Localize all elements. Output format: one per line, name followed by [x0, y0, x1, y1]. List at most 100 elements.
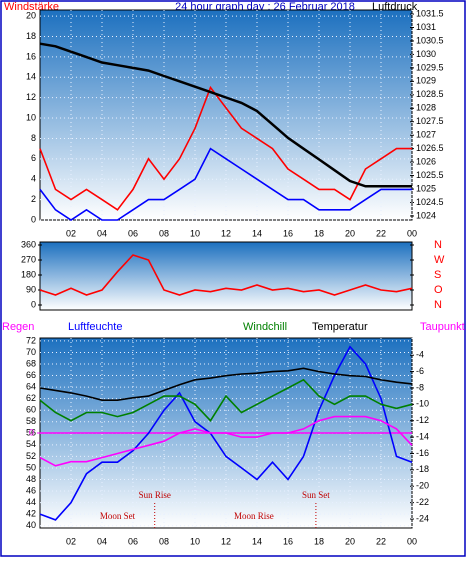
y-tick-label: 66 — [26, 370, 36, 380]
x-tick-label: 02 — [66, 228, 76, 238]
legend-label: Taupunkt — [420, 321, 465, 333]
series-line — [39, 254, 413, 296]
y2-tick-label: 1025.5 — [416, 170, 444, 180]
y-tick-label: 4 — [31, 174, 36, 184]
annotation: Sun Rise — [139, 490, 171, 500]
x-tick-label: 22 — [376, 228, 386, 238]
y-tick-label: 60 — [26, 405, 36, 415]
y2-tick-label: -18 — [416, 464, 429, 474]
y-tick-label: 64 — [26, 381, 36, 391]
y-tick-label: 360 — [21, 239, 36, 249]
series-line — [39, 85, 412, 211]
y2-tick-label: 1027.5 — [416, 116, 444, 126]
y-tick-label: 56 — [26, 428, 36, 438]
x-tick-label: 02 — [66, 536, 76, 546]
y2-tick-label: -20 — [416, 481, 429, 491]
y2-tick-label: -8 — [416, 382, 424, 392]
y2-tick-label: O — [434, 284, 443, 296]
y2-tick-label: 1024 — [416, 210, 436, 220]
y-tick-label: 18 — [26, 31, 36, 41]
legend-label: Temperatur — [312, 321, 368, 333]
y2-tick-label: S — [434, 269, 441, 281]
y-tick-label: 58 — [26, 416, 36, 426]
y2-tick-label: W — [434, 254, 445, 266]
y-tick-label: 42 — [26, 509, 36, 519]
series-line — [39, 415, 413, 467]
y2-tick-label: 1029 — [416, 76, 436, 86]
y-tick-label: 68 — [26, 358, 36, 368]
y2-tick-label: -4 — [416, 350, 424, 360]
y-tick-label: 70 — [26, 347, 36, 357]
x-tick-label: 06 — [128, 228, 138, 238]
x-tick-label: 08 — [159, 228, 169, 238]
x-tick-label: 16 — [283, 536, 293, 546]
y2-tick-label: -22 — [416, 497, 429, 507]
y-tick-label: 8 — [31, 133, 36, 143]
y2-tick-label: -16 — [416, 448, 429, 458]
y2-tick-label: 1031 — [416, 22, 436, 32]
y2-tick-label: -10 — [416, 399, 429, 409]
x-tick-label: 12 — [221, 228, 231, 238]
y-tick-label: 20 — [26, 10, 36, 20]
y-tick-label: 48 — [26, 474, 36, 484]
y-tick-label: 10 — [26, 112, 36, 122]
series-line — [39, 147, 412, 221]
y-tick-label: 0 — [31, 214, 36, 224]
y-tick-label: 62 — [26, 393, 36, 403]
x-tick-label: 18 — [314, 536, 324, 546]
y-tick-label: 6 — [31, 153, 36, 163]
y2-tick-label: N — [434, 299, 442, 311]
annotation: Moon Set — [100, 511, 136, 521]
x-tick-label: 00 — [407, 536, 417, 546]
series-line — [39, 378, 413, 422]
y-tick-label: 72 — [26, 335, 36, 345]
y-tick-label: 44 — [26, 497, 36, 507]
legend-label: Regen — [2, 321, 34, 333]
y-tick-label: 16 — [26, 51, 36, 61]
x-tick-label: 20 — [345, 228, 355, 238]
y2-tick-label: 1027 — [416, 130, 436, 140]
y2-tick-label: 1031.5 — [416, 8, 444, 18]
y2-tick-label: 1030.5 — [416, 35, 444, 45]
x-tick-label: 00 — [407, 228, 417, 238]
x-tick-label: 04 — [97, 228, 107, 238]
series-line — [39, 42, 412, 188]
y2-tick-label: 1029.5 — [416, 62, 444, 72]
y-tick-label: 0 — [31, 299, 36, 309]
y-tick-label: 52 — [26, 451, 36, 461]
x-tick-label: 20 — [345, 536, 355, 546]
y2-tick-label: 1028.5 — [416, 89, 444, 99]
y-tick-label: 180 — [21, 269, 36, 279]
series-line — [39, 367, 413, 401]
x-tick-label: 14 — [252, 228, 262, 238]
y2-tick-label: -24 — [416, 513, 429, 523]
y2-tick-label: 1030 — [416, 49, 436, 59]
y-tick-label: 50 — [26, 462, 36, 472]
series-line — [39, 345, 413, 521]
plot-area — [39, 241, 413, 311]
x-tick-label: 06 — [128, 536, 138, 546]
y2-tick-label: -6 — [416, 366, 424, 376]
x-tick-label: 12 — [221, 536, 231, 546]
x-tick-label: 14 — [252, 536, 262, 546]
x-tick-label: 22 — [376, 536, 386, 546]
annotation: Moon Rise — [234, 511, 274, 521]
y-tick-label: 2 — [31, 194, 36, 204]
legend-label: Windchill — [243, 321, 287, 333]
y-tick-label: 12 — [26, 92, 36, 102]
legend-label: Luftfeuchte — [68, 321, 122, 333]
y-tick-label: 54 — [26, 439, 36, 449]
y-tick-label: 46 — [26, 485, 36, 495]
y2-tick-label: 1025 — [416, 183, 436, 193]
y-tick-label: 90 — [26, 284, 36, 294]
y2-tick-label: N — [434, 239, 442, 251]
y-tick-label: 14 — [26, 72, 36, 82]
y2-tick-label: 1026.5 — [416, 143, 444, 153]
y2-tick-label: 1024.5 — [416, 197, 444, 207]
x-tick-label: 10 — [190, 536, 200, 546]
y2-tick-label: -14 — [416, 431, 429, 441]
x-tick-label: 04 — [97, 536, 107, 546]
x-tick-label: 08 — [159, 536, 169, 546]
